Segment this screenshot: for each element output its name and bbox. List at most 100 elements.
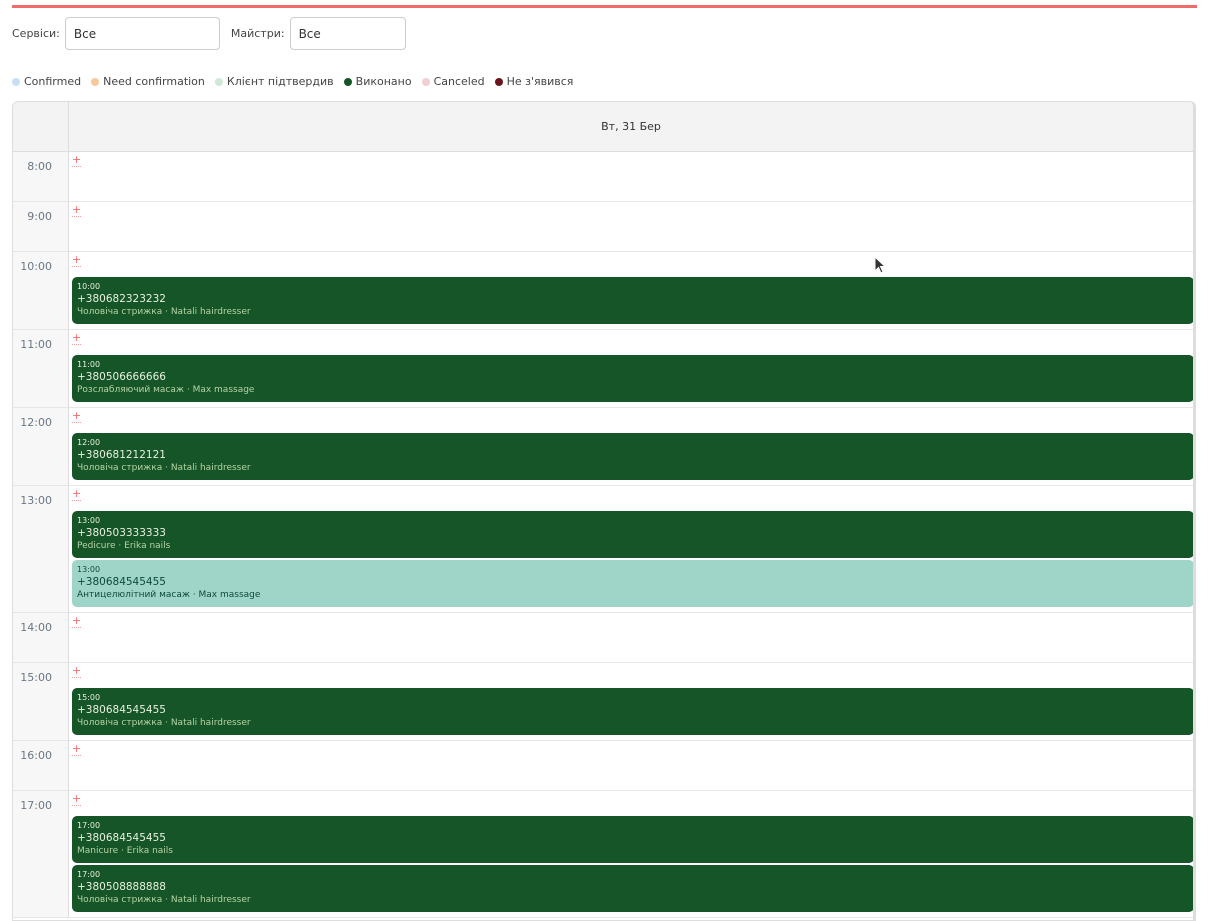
status-dot-icon [421,77,430,86]
time-label: 15:00 [13,663,69,740]
appointment-details: Чоловіча стрижка · Natali hairdresser [77,463,251,473]
appointment-details: Pedicure · Erika nails [77,541,171,551]
time-label: 17:00 [13,791,69,917]
time-label: 12:00 [13,408,69,485]
appointment-time: 15:00 [77,693,101,702]
add-appointment-button[interactable]: + [72,252,1193,277]
legend-label: Клієнт підтвердив [226,75,334,88]
add-appointment-button[interactable]: + [72,663,1193,688]
appointment-time: 13:00 [77,565,101,574]
time-label: 10:00 [13,252,69,329]
services-select[interactable] [64,17,220,50]
appointment-card[interactable]: 17:00 +380508888888 Чоловіча стрижка · Nat… [72,865,1193,912]
appointment-details: Manicure · Erika nails [77,846,173,856]
time-gutter-header [13,102,69,151]
appointment-time: 11:00 [77,360,101,369]
appointment-card[interactable]: 11:00 +380506666666 Розслабляючий масаж · … [72,355,1193,402]
appointment-card[interactable]: 13:00 +380503333333 Pedicure · Erika nails [72,511,1193,558]
appointment-phone: +380508888888 [77,881,166,893]
day-header: Вт, 31 Бер [601,120,661,133]
slot-cell[interactable]: +11:00 +380506666666 Розслабляючий масаж ·… [69,330,1193,407]
time-slot-row: 11:00 +11:00 +380506666666 Розслабляючий ма… [13,330,1193,408]
slot-cell[interactable]: + [69,202,1193,251]
plus-icon: + [72,331,82,345]
plus-icon: + [72,614,82,628]
time-slot-row: 12:00 +12:00 +380681212121 Чоловіча стрижка… [13,408,1193,486]
status-dot-icon [343,77,352,86]
calendar: Вт, 31 Бер 8:00 +9:00 +10:00 +10:00 +3806823… [12,101,1196,921]
plus-icon: + [72,742,82,756]
appointment-card[interactable]: 17:00 +380684545455 Manicure · Erika nails [72,816,1193,863]
legend-label: Виконано [355,75,412,88]
slot-cell[interactable]: +17:00 +380684545455 Manicure · Erika nail… [69,791,1193,917]
slot-cell[interactable]: + [69,741,1193,790]
legend-item: Canceled [421,75,485,88]
slot-cell[interactable]: +12:00 +380681212121 Чоловіча стрижка · Na… [69,408,1193,485]
time-slot-row: 8:00 + [13,152,1193,202]
appointment-card[interactable]: 15:00 +380684545455 Чоловіча стрижка · Nat… [72,688,1193,735]
slot-cell[interactable]: + [69,152,1193,201]
appointment-time: 17:00 [77,870,101,879]
time-slot-row: 14:00 + [13,613,1193,663]
appointment-phone: +380681212121 [77,449,166,461]
plus-icon: + [72,253,82,267]
time-slot-row: 15:00 +15:00 +380684545455 Чоловіча стрижка… [13,663,1193,741]
appointment-details: Чоловіча стрижка · Natali hairdresser [77,307,251,317]
appointment-phone: +380506666666 [77,371,166,383]
legend-item: Confirmed [12,75,81,88]
time-label: 11:00 [13,330,69,407]
appointment-card[interactable]: 12:00 +380681212121 Чоловіча стрижка · Nat… [72,433,1193,480]
status-dot-icon [214,77,223,86]
appointment-details: Чоловіча стрижка · Natali hairdresser [77,895,251,905]
add-appointment-button[interactable]: + [72,613,1193,638]
add-appointment-button[interactable]: + [72,408,1193,433]
appointment-card[interactable]: 13:00 +380684545455 Антицелюлітний масаж ·… [72,560,1193,607]
time-label: 8:00 [13,152,69,201]
add-appointment-button[interactable]: + [72,202,1193,227]
plus-icon: + [72,487,82,501]
legend-label: Canceled [433,75,485,88]
add-appointment-button[interactable]: + [72,486,1193,511]
time-label: 16:00 [13,741,69,790]
appointment-phone: +380684545455 [77,576,166,588]
time-slots: 8:00 +9:00 +10:00 +10:00 +380682323232 Чолові… [13,152,1193,918]
add-appointment-button[interactable]: + [72,791,1193,816]
slot-cell[interactable]: +15:00 +380684545455 Чоловіча стрижка · Na… [69,663,1193,740]
appointment-time: 10:00 [77,282,101,291]
add-appointment-button[interactable]: + [72,741,1193,766]
plus-icon: + [72,409,82,423]
time-label: 14:00 [13,613,69,662]
add-appointment-button[interactable]: + [72,330,1193,355]
time-slot-row: 17:00 +17:00 +380684545455 Manicure · Erika… [13,791,1193,918]
plus-icon: + [72,792,82,806]
legend-label: Confirmed [24,75,82,88]
time-slot-row: 13:00 +13:00 +380503333333 Pedicure · Erika… [13,486,1193,613]
appointment-details: Чоловіча стрижка · Natali hairdresser [77,718,251,728]
time-slot-row: 10:00 +10:00 +380682323232 Чоловіча стрижка… [13,252,1193,330]
legend-item: Клієнт підтвердив [214,75,334,88]
top-accent-line [12,5,1197,8]
status-dot-icon [12,77,20,86]
plus-icon: + [72,664,82,678]
slot-cell[interactable]: +13:00 +380503333333 Pedicure · Erika nail… [69,486,1193,612]
services-label: Сервіси: [12,27,60,40]
appointment-card[interactable]: 10:00 +380682323232 Чоловіча стрижка · Nat… [72,277,1193,324]
appointment-time: 17:00 [77,821,101,830]
status-dot-icon [494,77,503,86]
slot-cell[interactable]: +10:00 +380682323232 Чоловіча стрижка · Na… [69,252,1193,329]
appointment-details: Розслабляючий масаж · Max massage [77,385,255,395]
appointment-phone: +380684545455 [77,704,166,716]
filters-bar: Сервіси: Майстри: [12,17,417,50]
legend-item: Виконано [343,75,412,88]
time-label: 13:00 [13,486,69,612]
time-slot-row: 9:00 + [13,202,1193,252]
legend-label: Не з'явився [506,75,574,88]
masters-select[interactable] [289,17,406,50]
masters-label: Майстри: [230,27,285,40]
slot-cell[interactable]: + [69,613,1193,662]
calendar-header: Вт, 31 Бер [13,102,1193,152]
legend-item: Не з'явився [494,75,574,88]
add-appointment-button[interactable]: + [72,152,1193,177]
appointment-time: 13:00 [77,516,101,525]
appointment-details: Антицелюлітний масаж · Max massage [77,590,261,600]
